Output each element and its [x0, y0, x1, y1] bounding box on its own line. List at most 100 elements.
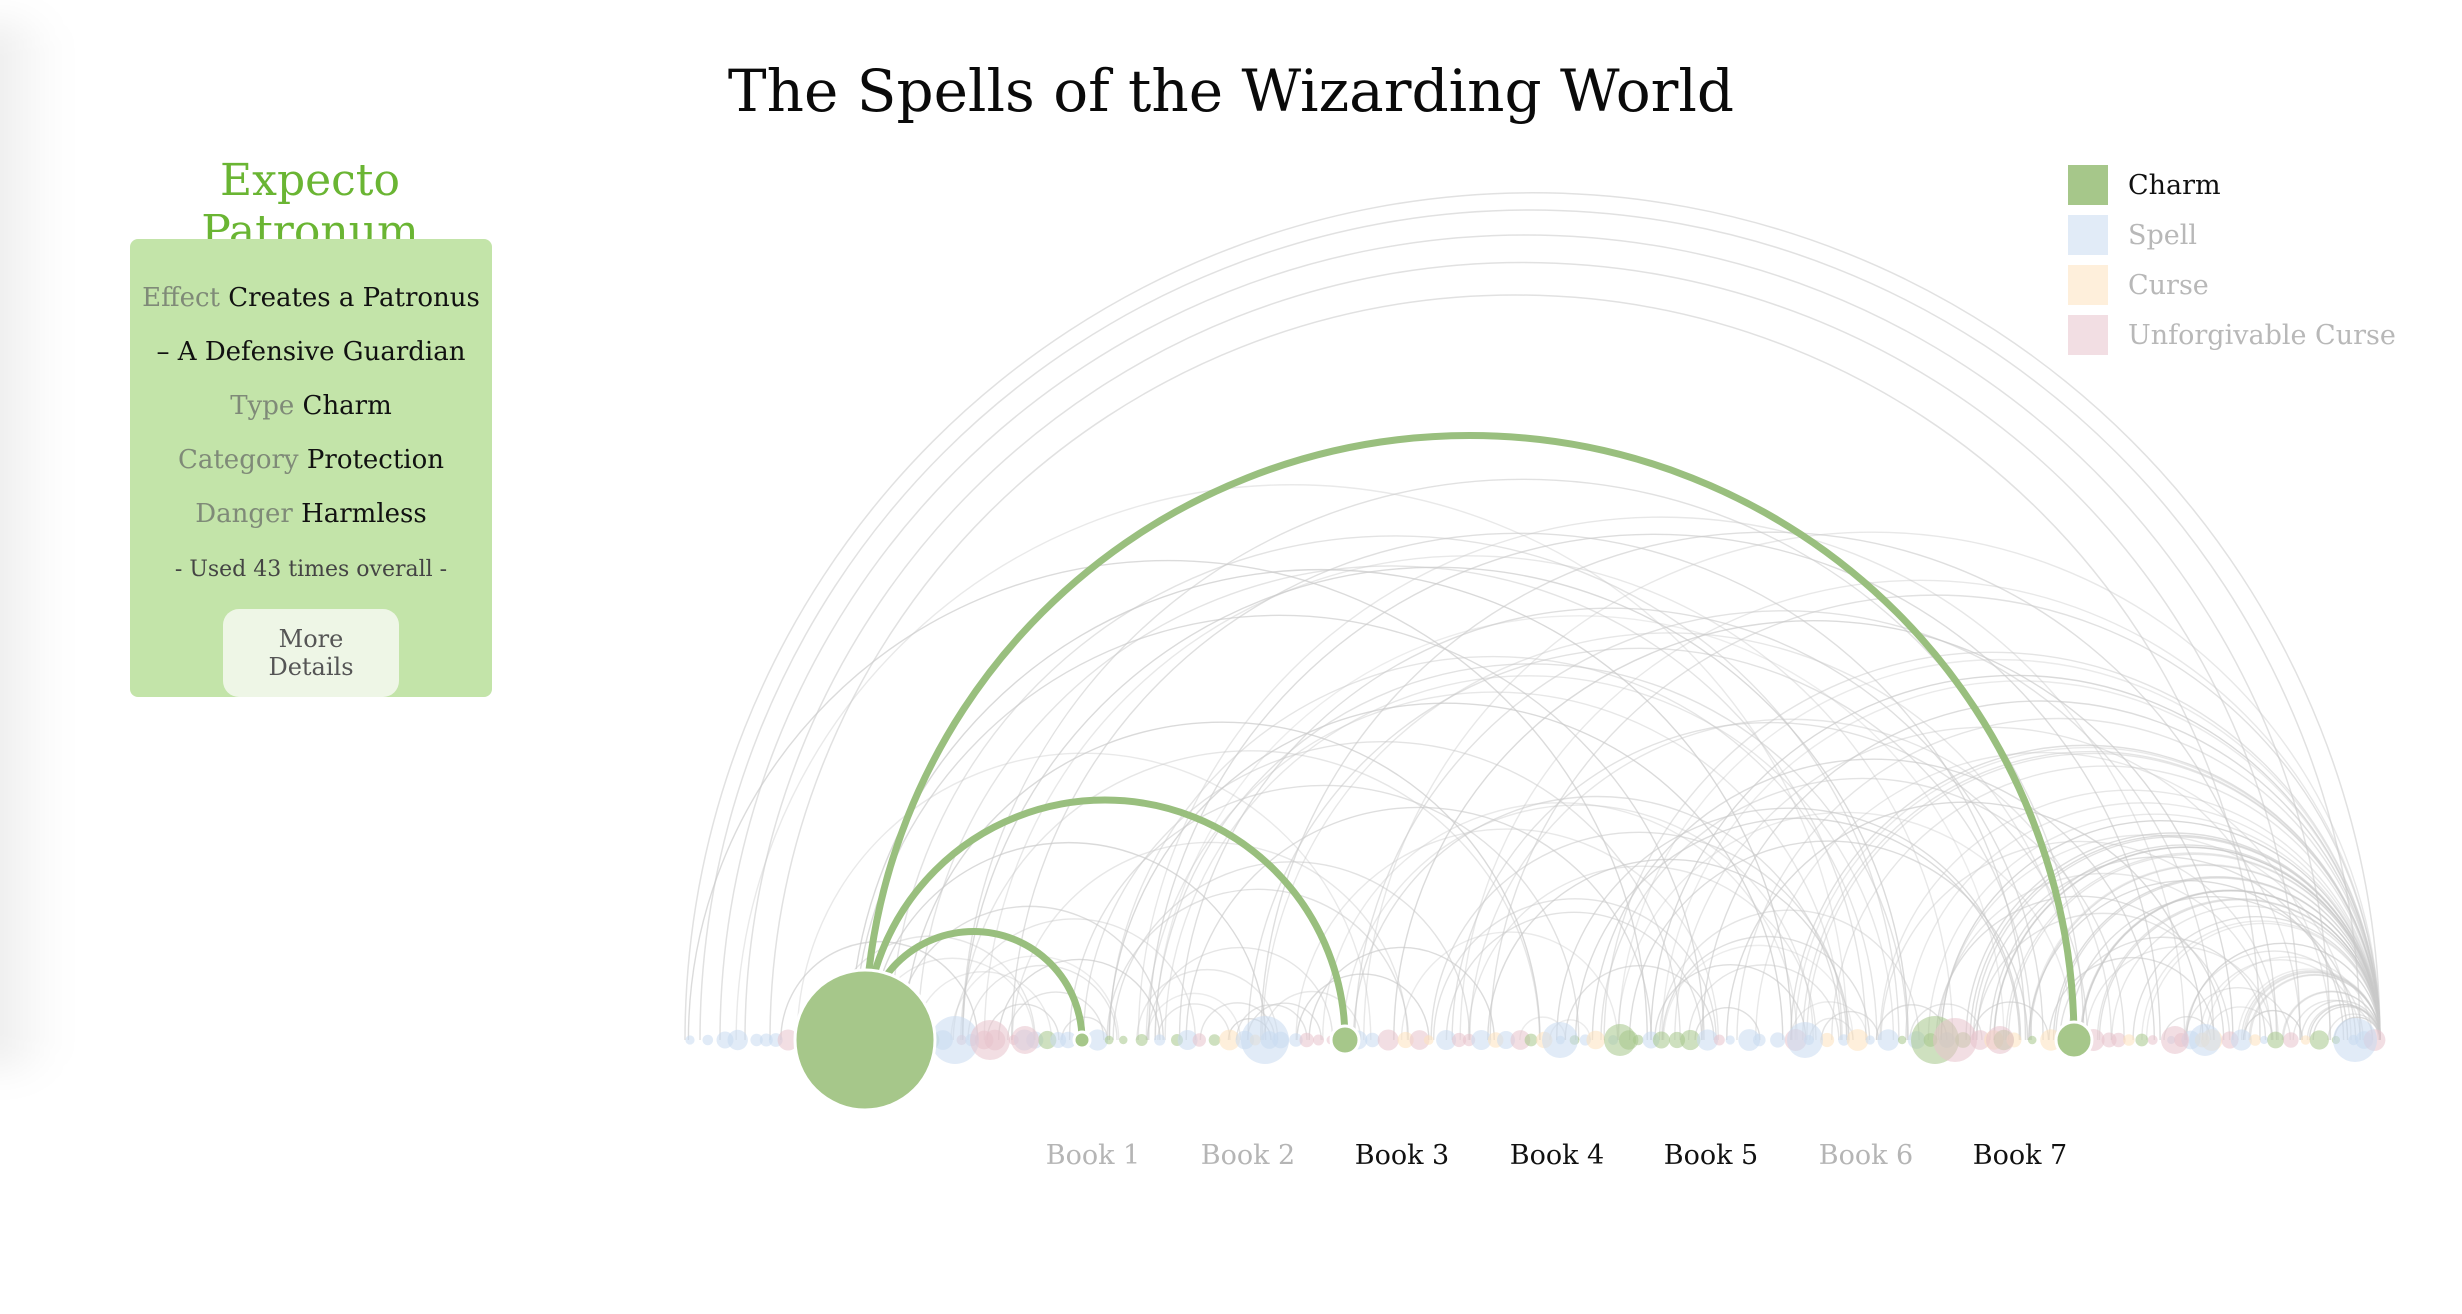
background-arc [1235, 1004, 1308, 1041]
spell-node [1289, 1033, 1303, 1047]
legend-label-spell: Spell [2128, 219, 2198, 251]
background-arc [1975, 912, 2231, 1041]
background-arc [2005, 852, 2381, 1041]
background-arc [850, 568, 1793, 1041]
spell-node [2147, 1035, 2158, 1045]
effect-value-line2: – A Defensive Guardian [156, 337, 466, 367]
legend-item-charm[interactable]: Charm [2068, 160, 2396, 210]
background-arc [1061, 1016, 1109, 1041]
spell-node [931, 1016, 979, 1064]
legend-item-spell[interactable]: Spell [2068, 210, 2396, 260]
background-arc [1909, 1003, 1983, 1041]
book-label-1[interactable]: Book 1 [1045, 1140, 1141, 1171]
background-arc [1940, 819, 2381, 1041]
highlighted-arc [861, 432, 2078, 1041]
book-label-7[interactable]: Book 7 [1972, 1140, 2068, 1171]
spell-node [1510, 1030, 1531, 1050]
background-arc [769, 294, 2261, 1041]
connected-spell-node[interactable] [2054, 1020, 2094, 1060]
background-arc [903, 721, 1541, 1041]
background-arc [1137, 516, 2186, 1041]
spell-node [970, 1020, 1010, 1060]
legend-label-charm: Charm [2128, 169, 2221, 201]
spell-node [2161, 1026, 2189, 1054]
background-arc [853, 614, 1705, 1041]
background-arc [961, 478, 2085, 1041]
background-arc [1628, 840, 2029, 1041]
category-row: Category Protection [130, 433, 492, 487]
spell-node [1680, 1029, 1701, 1051]
background-arc [1789, 1001, 1868, 1041]
spell-node [1877, 1029, 1899, 1051]
spell-node [1696, 1029, 1719, 1051]
legend-swatch-curse [2068, 265, 2108, 305]
book-label-3[interactable]: Book 3 [1354, 1140, 1450, 1171]
background-arc [684, 191, 2381, 1041]
background-arc [2281, 990, 2381, 1041]
spell-node [2267, 1031, 2285, 1049]
selected-spell-node[interactable] [793, 968, 937, 1112]
legend-item-curse[interactable]: Curse [2068, 260, 2396, 310]
background-arc [967, 965, 1118, 1041]
background-arc [1831, 765, 2381, 1041]
danger-label: Danger [195, 499, 293, 529]
background-arc [2111, 905, 2381, 1041]
background-arc [1459, 579, 2381, 1041]
book-label-4[interactable]: Book 4 [1509, 1140, 1605, 1171]
spell-node [2260, 1035, 2269, 1045]
spell-node [1086, 1029, 1109, 1051]
background-arc [1806, 752, 2381, 1041]
background-arc [2185, 942, 2381, 1041]
spell-node [702, 1034, 714, 1046]
book-label-5[interactable]: Book 5 [1663, 1140, 1759, 1171]
spell-node [2135, 1033, 2149, 1047]
background-arc [1185, 806, 1653, 1041]
spell-node [1652, 1031, 1670, 1049]
more-details-button[interactable]: More Details [223, 609, 399, 697]
background-arc [1694, 1006, 1761, 1041]
spell-nodes [685, 1016, 2386, 1064]
legend-swatch-spell [2068, 215, 2108, 255]
background-arc [1154, 615, 2005, 1041]
spell-node [1770, 1032, 1786, 1048]
background-arc [1082, 740, 1681, 1041]
spell-node [2027, 1035, 2037, 1045]
spell-node [1865, 1035, 1875, 1045]
background-arc [1687, 964, 1840, 1041]
side-panel-shadow [0, 20, 60, 1070]
spell-node [1753, 1033, 1766, 1047]
book-label-6[interactable]: Book 6 [1818, 1140, 1914, 1171]
spell-node [2111, 1032, 2126, 1048]
spell-node [1208, 1034, 1221, 1046]
background-arc [2048, 957, 2215, 1041]
spell-node [1586, 1030, 1605, 1050]
connected-spell-node[interactable] [1072, 1030, 1092, 1050]
usage-count: - Used 43 times overall - [174, 557, 448, 582]
background-arc [2244, 971, 2381, 1041]
spell-node [1471, 1030, 1492, 1050]
spell-node [1192, 1033, 1207, 1047]
spell-node [1059, 1031, 1077, 1049]
background-arc [2205, 956, 2373, 1041]
background-arc [1790, 745, 2381, 1041]
spell-node [2309, 1030, 2329, 1050]
spell-node [2249, 1034, 2261, 1046]
background-arc [2068, 895, 2357, 1041]
background-arc [1993, 846, 2381, 1041]
legend-item-unforgivable-curse[interactable]: Unforgivable Curse [2068, 310, 2396, 360]
background-arc [1342, 804, 1814, 1041]
connected-spell-node[interactable] [1329, 1024, 1361, 1056]
background-arc [1467, 865, 1817, 1041]
background-arc [1661, 936, 1871, 1041]
background-arc [2132, 916, 2381, 1041]
background-arc [1971, 1001, 2050, 1041]
spell-node [1397, 1031, 1414, 1049]
spell-node [1497, 1031, 1515, 1049]
legend-swatch-unforgivable-curse [2068, 315, 2108, 355]
danger-value: Harmless [301, 499, 427, 529]
background-arc [1617, 811, 2074, 1041]
background-arc [960, 750, 1541, 1041]
background-arc [780, 940, 979, 1041]
book-label-2[interactable]: Book 2 [1200, 1140, 1296, 1171]
background-arc [1393, 619, 2234, 1041]
